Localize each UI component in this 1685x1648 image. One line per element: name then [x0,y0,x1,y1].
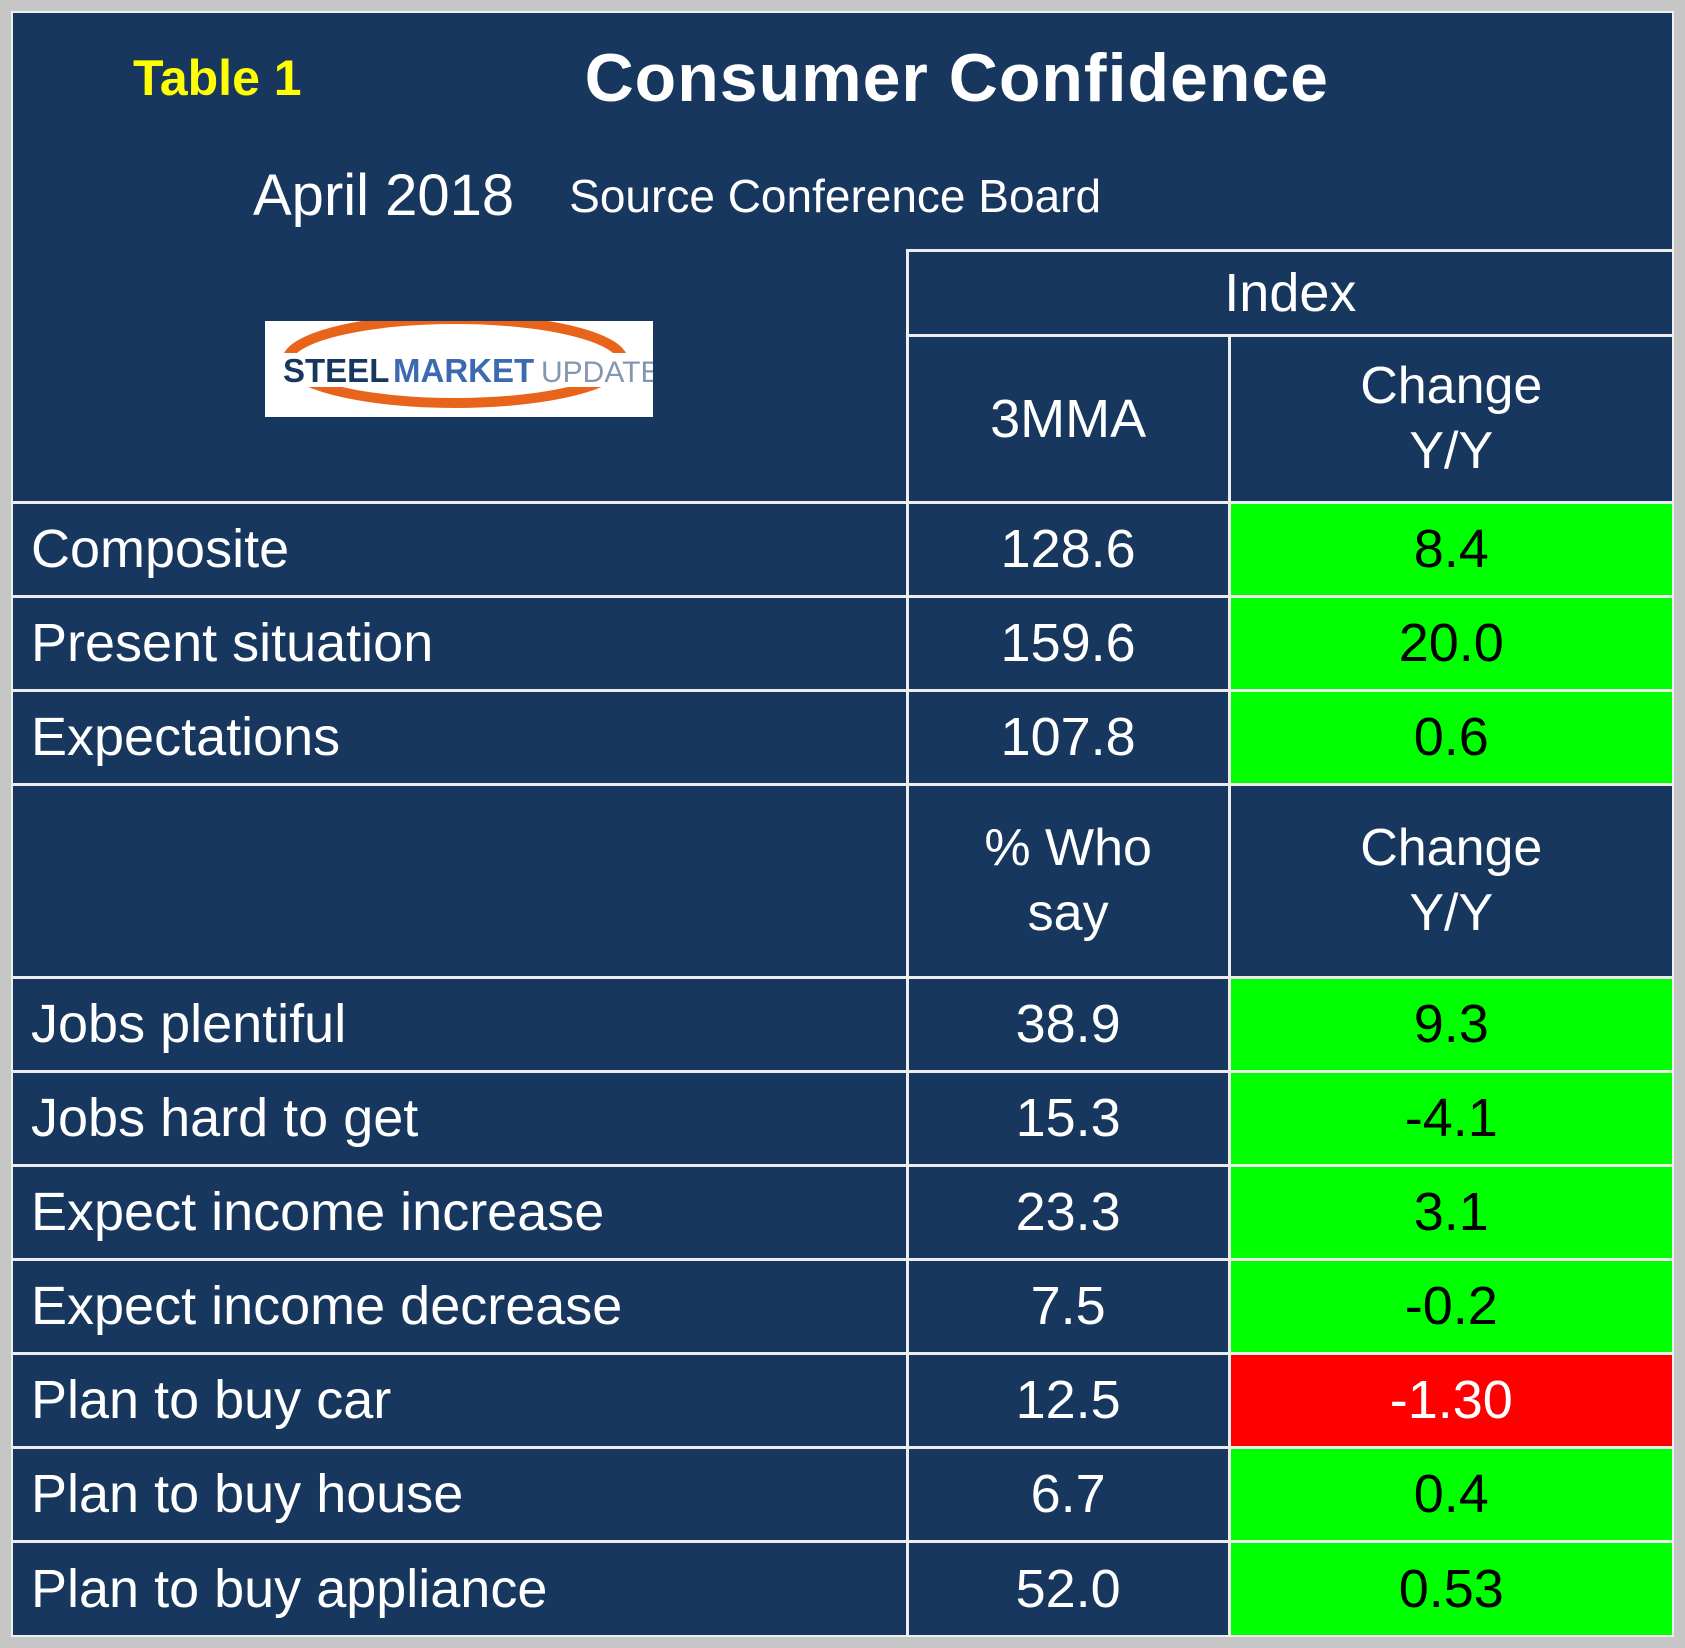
table-row: Expect income increase 23.3 3.1 [13,1163,1672,1259]
row-change: -0.2 [1229,1257,1672,1353]
who-header-line1: % Who [984,818,1152,877]
table-header: STEEL MARKET UPDATE Index 3MMA Change Y/… [13,248,1672,504]
table-row: Plan to buy appliance 52.0 0.53 [13,1539,1672,1635]
index-section-rows: Composite 128.6 8.4 Present situation 159.6 2… [13,500,1672,784]
page-title: Consumer Confidence [584,39,1329,116]
table-number-label: Table 1 [133,49,302,106]
logo-text-update: UPDATE [541,356,653,389]
change-header-line1: Change [1360,356,1543,415]
row-label: Plan to buy car [13,1351,909,1447]
index-group-header: Index [907,248,1672,337]
column-header-percent-who-say: % Who say [907,782,1231,977]
row-change: 0.6 [1229,688,1672,784]
row-label: Plan to buy house [13,1445,909,1541]
row-label: Expectations [13,688,909,784]
percent-section-header: % Who say Change Y/Y [13,782,1672,977]
row-label: Expect income increase [13,1163,909,1259]
row-change: 0.4 [1229,1445,1672,1541]
who-header-line2: say [1027,883,1109,942]
row-change: 3.1 [1229,1163,1672,1259]
consumer-confidence-table: STEEL MARKET UPDATE Index 3MMA Change Y/… [13,248,1672,1635]
change2-header-line2: Y/Y [1409,883,1494,942]
table-row: Jobs plentiful 38.9 9.3 [13,975,1672,1071]
percent-section-rows: Jobs plentiful 38.9 9.3 Jobs hard to get 15.… [13,975,1672,1635]
row-label: Expect income decrease [13,1257,909,1353]
table-row: Present situation 159.6 20.0 [13,594,1672,690]
logo-text-market: MARKET [393,352,534,389]
table-row: Plan to buy house 6.7 0.4 [13,1445,1672,1541]
consumer-confidence-panel: Table 1 Consumer Confidence April 2018 S… [11,11,1674,1637]
row-value: 12.5 [907,1351,1231,1447]
column-header-change-yy-2: Change Y/Y [1229,782,1672,977]
table-row: Jobs hard to get 15.3 -4.1 [13,1069,1672,1165]
row-value: 52.0 [907,1539,1231,1635]
logo-cell: STEEL MARKET UPDATE [13,250,909,504]
smu-logo: STEEL MARKET UPDATE [265,313,661,417]
row-label: Composite [13,500,909,596]
row-value: 159.6 [907,594,1231,690]
row-value: 15.3 [907,1069,1231,1165]
table-row: Expect income decrease 7.5 -0.2 [13,1257,1672,1353]
row-label: Plan to buy appliance [13,1539,909,1635]
change-header-line2: Y/Y [1409,421,1494,480]
row-label: Jobs plentiful [13,975,909,1071]
row-value: 23.3 [907,1163,1231,1259]
row-value: 38.9 [907,975,1231,1071]
title-row: Table 1 Consumer Confidence [13,13,1672,143]
column-header-3mma: 3MMA [907,335,1231,504]
row-value: 128.6 [907,500,1231,596]
empty-cell [13,782,909,977]
row-change: -1.30 [1229,1351,1672,1447]
row-value: 6.7 [907,1445,1231,1541]
change2-header-line1: Change [1360,818,1543,877]
source-label: Source Conference Board [569,169,1102,222]
steel-market-update-logo-icon: STEEL MARKET UPDATE [277,313,661,408]
row-label: Present situation [13,594,909,690]
row-change: 9.3 [1229,975,1672,1071]
row-change: -4.1 [1229,1069,1672,1165]
date-label: April 2018 [253,163,515,229]
row-change: 8.4 [1229,500,1672,596]
row-change: 0.53 [1229,1539,1672,1635]
row-value: 7.5 [907,1257,1231,1353]
row-label: Jobs hard to get [13,1069,909,1165]
table-row: Composite 128.6 8.4 [13,500,1672,596]
column-header-change-yy: Change Y/Y [1229,335,1672,504]
table-row: Plan to buy car 12.5 -1.30 [13,1351,1672,1447]
row-value: 107.8 [907,688,1231,784]
table-row: Expectations 107.8 0.6 [13,688,1672,784]
logo-text-steel: STEEL [283,352,389,389]
subtitle-row: April 2018 Source Conference Board [13,143,1672,249]
row-change: 20.0 [1229,594,1672,690]
